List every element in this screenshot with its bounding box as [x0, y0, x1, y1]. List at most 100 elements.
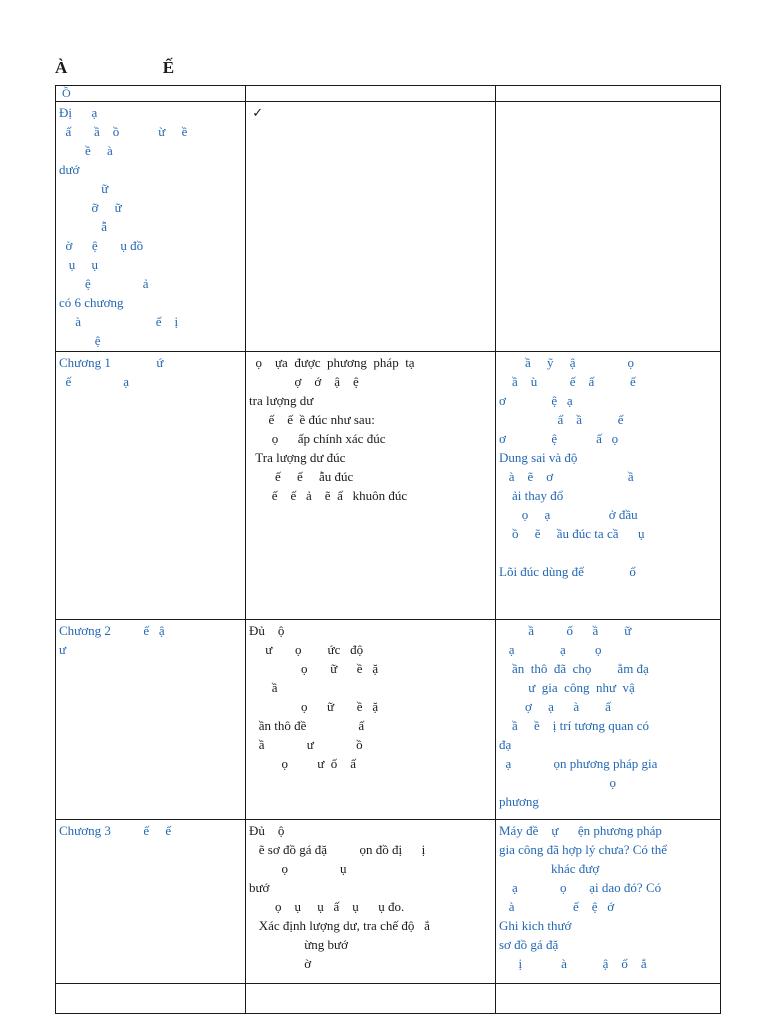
text-line: Đủ ộ: [249, 623, 285, 638]
text-line: à ế ệ ớ: [499, 899, 615, 914]
text-line: ế ế ẫu đúc: [249, 469, 354, 484]
bottom-cell-left: [55, 983, 246, 1014]
page-title: À Ế: [55, 58, 175, 77]
text-line: ế ế ề đúc như sau:: [249, 412, 375, 427]
text-line: Dung sai và độ: [499, 450, 578, 465]
bottom-cell-middle: [245, 983, 496, 1014]
text-line: ọ: [499, 775, 617, 790]
text-line: ải thay đổ: [499, 488, 564, 503]
text-line: bướ: [249, 880, 270, 895]
text-line: ế ạ: [59, 374, 130, 389]
text-line: ấ ầ ồ ừ ề: [59, 124, 188, 139]
text-line: ờ ệ ụ đồ: [59, 238, 144, 253]
text-line: ẽ sơ đồ gá đặ ọn đồ đị ị: [249, 842, 426, 857]
text-line: ạ ạ ọ: [499, 642, 602, 657]
text-line: Chương 1 ứ: [59, 355, 164, 370]
text-line: ệ ả: [59, 276, 149, 291]
header-cell-right: [495, 85, 721, 102]
text-line: ừng bướ: [249, 937, 348, 952]
text-line: ị à ậ ố ắ: [499, 956, 647, 971]
overview-check-cell: ✓: [245, 101, 496, 352]
text-line: ư: [59, 642, 67, 657]
text-line: khác đượ: [499, 861, 600, 876]
text-line: ạ ọ ại dao đó? Có: [499, 880, 662, 895]
text-line: ư ọ ức độ: [249, 642, 364, 657]
text-line: ờ: [249, 956, 312, 971]
text-line: ệ: [59, 333, 101, 348]
text-line: ọ ữ ề ặ: [249, 661, 379, 676]
header-cell-middle: [245, 85, 496, 102]
text-line: sơ đồ gá đặ: [499, 937, 559, 952]
text-line: ơ ệ ạ: [499, 393, 573, 408]
text-line: ạ ọn phương pháp gia: [499, 756, 658, 771]
text-line: ẫ: [59, 219, 108, 234]
text-line: ầ ỹ ậ ọ: [499, 355, 635, 370]
chapter-3-notes-cell: Máy đề ự ện phương pháp gia công đã hợp l…: [495, 819, 721, 984]
text-line: ữ: [59, 181, 109, 196]
text-line: đạ: [499, 737, 512, 752]
text-line: Lõi đúc dùng để ố: [499, 564, 636, 579]
chapter-2-notes-cell: ầ ố ầ ữ ạ ạ ọ ần thô đã chọ ằm đạ ư gia …: [495, 619, 721, 820]
text-line: ần thô đề ấ: [249, 718, 365, 733]
chapter-2-title-cell: Chương 2 ế ậ ư: [55, 619, 246, 820]
overview-left-cell: Đị ạ ấ ầ ồ ừ ề ề à dướ ữ ỡ ữ ẫ ờ ệ ụ đồ ụ…: [55, 101, 246, 352]
header-cell-left: Ồ: [55, 85, 246, 102]
text-line: ụ ụ: [59, 257, 98, 272]
table-row-overview: Đị ạ ấ ầ ồ ừ ề ề à dướ ữ ỡ ữ ẫ ờ ệ ụ đồ ụ…: [55, 101, 721, 352]
text-line: ấ ầ ế: [499, 412, 624, 427]
text-line: ầ ề ị trí tương quan có: [499, 718, 650, 733]
chapter-3-title-cell: Chương 3 ế ế: [55, 819, 246, 984]
text-line: Tra lượng dư đúc: [249, 450, 346, 465]
text-line: ọ ụ ụ ấ ụ ụ đo.: [249, 899, 405, 914]
chapter-3-content-cell: Đủ ộ ẽ sơ đồ gá đặ ọn đồ đị ị ọ ụ bướ ọ ụ…: [245, 819, 496, 984]
text-line: ế ế ả ẽ ấ khuôn đúc: [249, 488, 408, 503]
bottom-cell-right: [495, 983, 721, 1014]
chapter-2-content-cell: Đủ ộ ư ọ ức độ ọ ữ ề ặ ầ ọ ữ ề ặ ần thô …: [245, 619, 496, 820]
chapter-1-notes-cell: ầ ỹ ậ ọ ầ ù ế ấ ế ơ ệ ạ ấ ầ ế ơ ệ ấ ọ Dung …: [495, 351, 721, 620]
text-line: ọ ữ ề ặ: [249, 699, 379, 714]
text-line: ầ ù ế ấ ế: [499, 374, 636, 389]
text-line: ✓: [249, 105, 264, 120]
table-bottom-row: [55, 983, 721, 1014]
text-line: Chương 2 ế ậ: [59, 623, 165, 638]
text-line: ầ ố ầ ữ: [499, 623, 632, 638]
text-line: Đủ ộ: [249, 823, 285, 838]
text-line: Chương 3 ế ế: [59, 823, 172, 838]
text-line: Đị ạ: [59, 105, 98, 120]
text-line: ư gia công như vậ: [499, 680, 635, 695]
text-line: dướ: [59, 162, 80, 177]
text-line: ầ ư ồ: [249, 737, 363, 752]
text-line: ọ ựa được phương pháp tạ: [249, 355, 415, 370]
text-line: ợ ớ ậ ệ: [249, 374, 359, 389]
text-line: ọ ạ ở đầu: [499, 507, 638, 522]
text-line: gia công đã hợp lý chưa? Có thể: [499, 842, 668, 857]
text-line: [499, 543, 717, 562]
text-line: ỡ ữ: [59, 200, 122, 215]
text-line: ọ ấp chính xác đúc: [249, 431, 386, 446]
table-row-chapter-2: Chương 2 ế ậ ư Đủ ộ ư ọ ức độ ọ ữ ề ặ ầ ọ…: [55, 619, 721, 820]
text-line: ọ ụ: [249, 861, 347, 876]
text-line: ề à: [59, 143, 113, 158]
text-line: có 6 chương: [59, 295, 124, 310]
content-table: Ồ Đị ạ ấ ầ ồ ừ ề ề à dướ ữ ỡ ữ ẫ ờ ệ ụ đồ…: [55, 85, 721, 1014]
text-line: ầ: [249, 680, 278, 695]
text-line: Ghi kich thướ: [499, 918, 572, 933]
text-line: ọ ư ố ấ: [249, 756, 357, 771]
text-line: Xác định lượng dư, tra chế độ ắ: [249, 918, 430, 933]
chapter-1-title-cell: Chương 1 ứ ế ạ: [55, 351, 246, 620]
text-line: ơ ệ ấ ọ: [499, 431, 619, 446]
text-line: à ẽ ơ ầ: [499, 469, 634, 484]
table-header-row: Ồ: [55, 85, 721, 102]
text-line: Máy đề ự ện phương pháp: [499, 823, 662, 838]
overview-right-cell: [495, 101, 721, 352]
chapter-1-content-cell: ọ ựa được phương pháp tạ ợ ớ ậ ệ tra lượn…: [245, 351, 496, 620]
text-line: ần thô đã chọ ằm đạ: [499, 661, 649, 676]
text-line: à ế ị: [59, 314, 179, 329]
table-row-chapter-3: Chương 3 ế ế Đủ ộ ẽ sơ đồ gá đặ ọn đồ đị…: [55, 819, 721, 984]
table-row-chapter-1: Chương 1 ứ ế ạ ọ ựa được phương pháp tạ …: [55, 351, 721, 620]
text-line: tra lượng dư: [249, 393, 314, 408]
text-line: ồ ẽ ầu đúc ta cầ ụ: [499, 526, 645, 541]
text-line: phương: [499, 794, 539, 809]
text-line: ợ ạ à ấ: [499, 699, 611, 714]
